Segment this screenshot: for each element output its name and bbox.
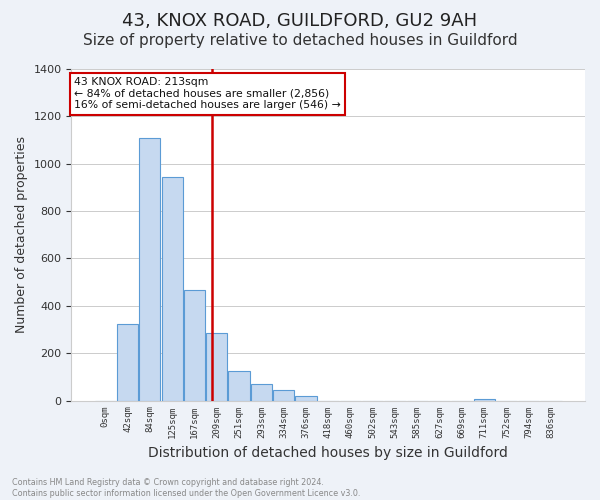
Text: 43, KNOX ROAD, GUILDFORD, GU2 9AH: 43, KNOX ROAD, GUILDFORD, GU2 9AH bbox=[122, 12, 478, 30]
X-axis label: Distribution of detached houses by size in Guildford: Distribution of detached houses by size … bbox=[148, 446, 508, 460]
Bar bbox=[273, 390, 294, 400]
Bar bbox=[206, 333, 227, 400]
Bar bbox=[117, 324, 138, 400]
Bar bbox=[229, 371, 250, 400]
Y-axis label: Number of detached properties: Number of detached properties bbox=[15, 136, 28, 334]
Text: Contains HM Land Registry data © Crown copyright and database right 2024.
Contai: Contains HM Land Registry data © Crown c… bbox=[12, 478, 361, 498]
Bar bbox=[251, 384, 272, 400]
Text: 43 KNOX ROAD: 213sqm
← 84% of detached houses are smaller (2,856)
16% of semi-de: 43 KNOX ROAD: 213sqm ← 84% of detached h… bbox=[74, 78, 341, 110]
Bar bbox=[295, 396, 317, 400]
Bar bbox=[184, 290, 205, 401]
Bar bbox=[161, 177, 183, 400]
Bar bbox=[139, 138, 160, 400]
Text: Size of property relative to detached houses in Guildford: Size of property relative to detached ho… bbox=[83, 32, 517, 48]
